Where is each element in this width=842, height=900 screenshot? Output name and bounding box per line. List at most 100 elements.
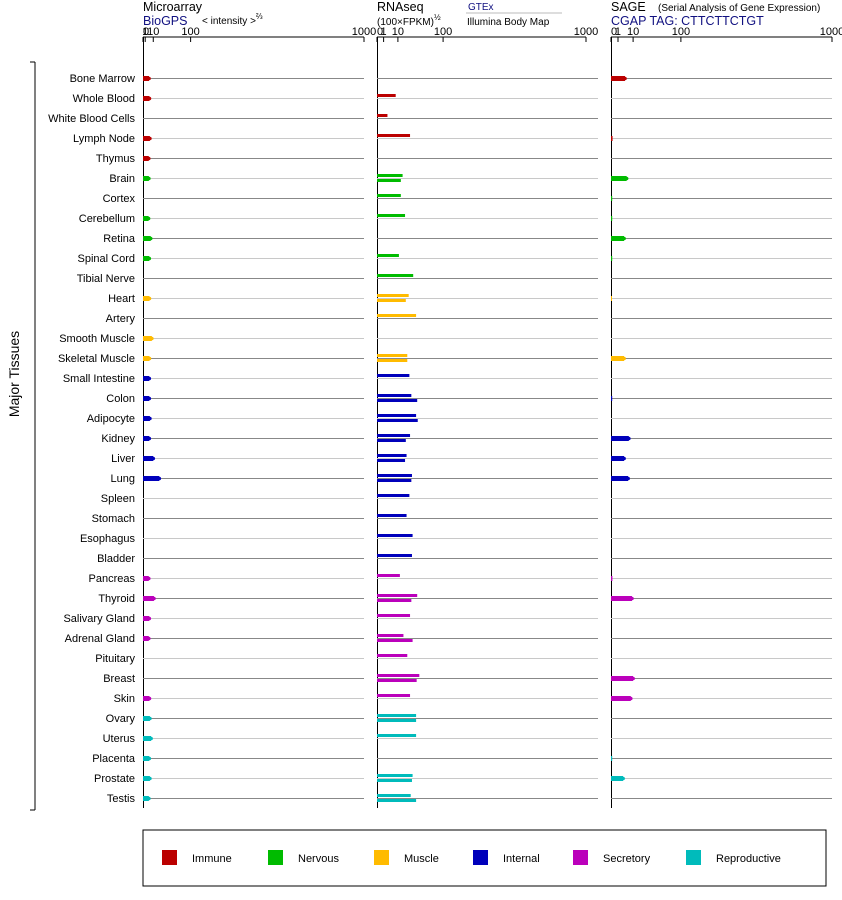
microarray-bar-cerebellum — [143, 216, 149, 221]
sage-bar-tip-breast — [631, 676, 635, 681]
legend-swatch-nervous — [268, 850, 283, 865]
microarray-bar-whole-blood — [143, 96, 150, 101]
rnaseq-bar-tibial-nerve-0 — [377, 274, 414, 277]
gtex-link[interactable]: GTEx — [468, 2, 494, 13]
microarray-bar-tip-ovary — [148, 716, 152, 721]
tick-label-sage-4: 1000 — [820, 26, 842, 38]
tissue-label-placenta: Placenta — [92, 753, 136, 765]
microarray-bar-colon — [143, 396, 150, 401]
rnaseq-bar-kidney-0 — [377, 434, 411, 437]
microarray-bar-tip-testis — [147, 796, 151, 801]
microarray-bar-liver — [143, 456, 154, 461]
sage-bar-bone-marrow — [611, 76, 625, 81]
sage-bar-colon — [611, 396, 613, 401]
tissue-label-brain: Brain — [109, 173, 135, 185]
rnaseq-bar-breast-1 — [377, 679, 417, 682]
sage-bar-kidney — [611, 436, 629, 441]
rnaseq-bar-testis-0 — [377, 794, 411, 797]
sage-bar-skin — [611, 696, 631, 701]
legend: Immune Nervous Muscle Internal Secretory Repr… — [162, 850, 781, 865]
rnaseq-bar-lung-1 — [377, 479, 412, 482]
rnaseq-bar-adipocyte-0 — [377, 414, 417, 417]
rnaseq-unit-exp: ½ — [434, 13, 441, 22]
microarray-bar-tip-heart — [147, 296, 152, 301]
rnaseq-unit-text: (100×FPKM) — [377, 17, 434, 28]
rnaseq-bar-adipocyte-1 — [377, 419, 418, 422]
legend-swatch-internal — [473, 850, 488, 865]
tick-label-rna-3: 100 — [434, 26, 452, 38]
legend-swatch-reproductive — [686, 850, 701, 865]
sage-bar-lymph-node — [611, 136, 613, 141]
microarray-bar-spinal-cord — [143, 256, 150, 261]
rnaseq-bar-colon-1 — [377, 399, 418, 402]
sage-bar-cortex — [611, 196, 613, 201]
tissue-label-spinal-cord: Spinal Cord — [78, 253, 135, 265]
rnaseq-bar-salivary-gland-0 — [377, 614, 411, 617]
tick-label-sage-2: 10 — [627, 26, 639, 38]
tissue-label-artery: Artery — [106, 313, 136, 325]
microarray-bar-tip-thymus — [146, 156, 151, 161]
tissue-label-cortex: Cortex — [103, 193, 136, 205]
sage-bar-pancreas — [611, 576, 613, 581]
microarray-bar-tip-whole-blood — [147, 96, 152, 101]
rnaseq-bar-pancreas-0 — [377, 574, 400, 577]
sage-bar-thyroid — [611, 596, 632, 601]
sage-bar-heart — [611, 296, 612, 301]
rnaseq-bar-prostate-1 — [377, 779, 412, 782]
microarray-bar-tip-pancreas — [146, 576, 151, 581]
sage-bar-tip-brain — [624, 176, 629, 181]
rnaseq-bar-bladder-0 — [377, 554, 412, 557]
legend-label-nervous: Nervous — [298, 853, 339, 865]
legend-label-muscle: Muscle — [404, 853, 439, 865]
tick-label-sage-0: 0 — [611, 26, 617, 38]
rnaseq-bar-colon-0 — [377, 394, 412, 397]
rnaseq-bar-heart-0 — [377, 294, 409, 297]
microarray-source: BioGPS — [143, 14, 187, 28]
tick-label-sage-3: 100 — [672, 26, 690, 38]
microarray-bar-tip-brain — [147, 176, 151, 181]
microarray-bar-kidney — [143, 436, 150, 441]
microarray-bar-tip-small-intestine — [147, 376, 152, 381]
microarray-bar-tip-retina — [148, 236, 153, 241]
legend-swatch-immune — [162, 850, 177, 865]
tissue-label-breast: Breast — [103, 673, 135, 685]
rnaseq-bar-adrenal-gland-0 — [377, 634, 404, 637]
tick-label-micro-1: 1 — [142, 26, 148, 38]
microarray-bar-small-intestine — [143, 376, 150, 381]
rnaseq-bar-kidney-1 — [377, 439, 406, 442]
microarray-bar-ovary — [143, 716, 150, 721]
microarray-bar-prostate — [143, 776, 150, 781]
microarray-unit-text: < intensity > — [202, 16, 256, 27]
sage-bar-tip-retina — [622, 236, 626, 241]
rnaseq-bar-liver-1 — [377, 459, 406, 462]
tissue-label-whole-blood: Whole Blood — [73, 93, 135, 105]
microarray-bar-tip-placenta — [147, 756, 152, 761]
microarray-bar-tip-lymph-node — [148, 136, 152, 141]
rnaseq-bar-thyroid-0 — [377, 594, 418, 597]
tick-label-rna-4: 1000 — [574, 26, 598, 38]
rnaseq-bar-adrenal-gland-1 — [377, 639, 413, 642]
rnaseq-bar-prostate-0 — [377, 774, 413, 777]
microarray-bar-tip-smooth-muscle — [150, 336, 154, 341]
microarray-bar-tip-colon — [147, 396, 152, 401]
tick-label-micro-0: 0 — [143, 26, 149, 38]
sage-bar-liver — [611, 456, 625, 461]
rnaseq-bar-heart-1 — [377, 299, 406, 302]
legend-label-immune: Immune — [192, 853, 232, 865]
sage-note: (Serial Analysis of Gene Expression) — [658, 3, 820, 14]
microarray-bar-tip-skeletal-muscle — [147, 356, 152, 361]
tick-label-micro-4: 1000 — [352, 26, 376, 38]
microarray-title: Microarray — [143, 0, 203, 14]
rnaseq-bar-skeletal-muscle-1 — [377, 359, 408, 362]
rnaseq-bar-small-intestine-0 — [377, 374, 410, 377]
microarray-bar-tip-kidney — [147, 436, 152, 441]
sage-bar-retina — [611, 236, 625, 241]
microarray-bar-thyroid — [143, 596, 154, 601]
microarray-bar-adrenal-gland — [143, 636, 149, 641]
tissue-label-pituitary: Pituitary — [95, 653, 135, 665]
rnaseq-bar-pituitary-0 — [377, 654, 408, 657]
microarray-bar-heart — [143, 296, 150, 301]
sage-bar-tip-skeletal-muscle — [622, 356, 626, 361]
